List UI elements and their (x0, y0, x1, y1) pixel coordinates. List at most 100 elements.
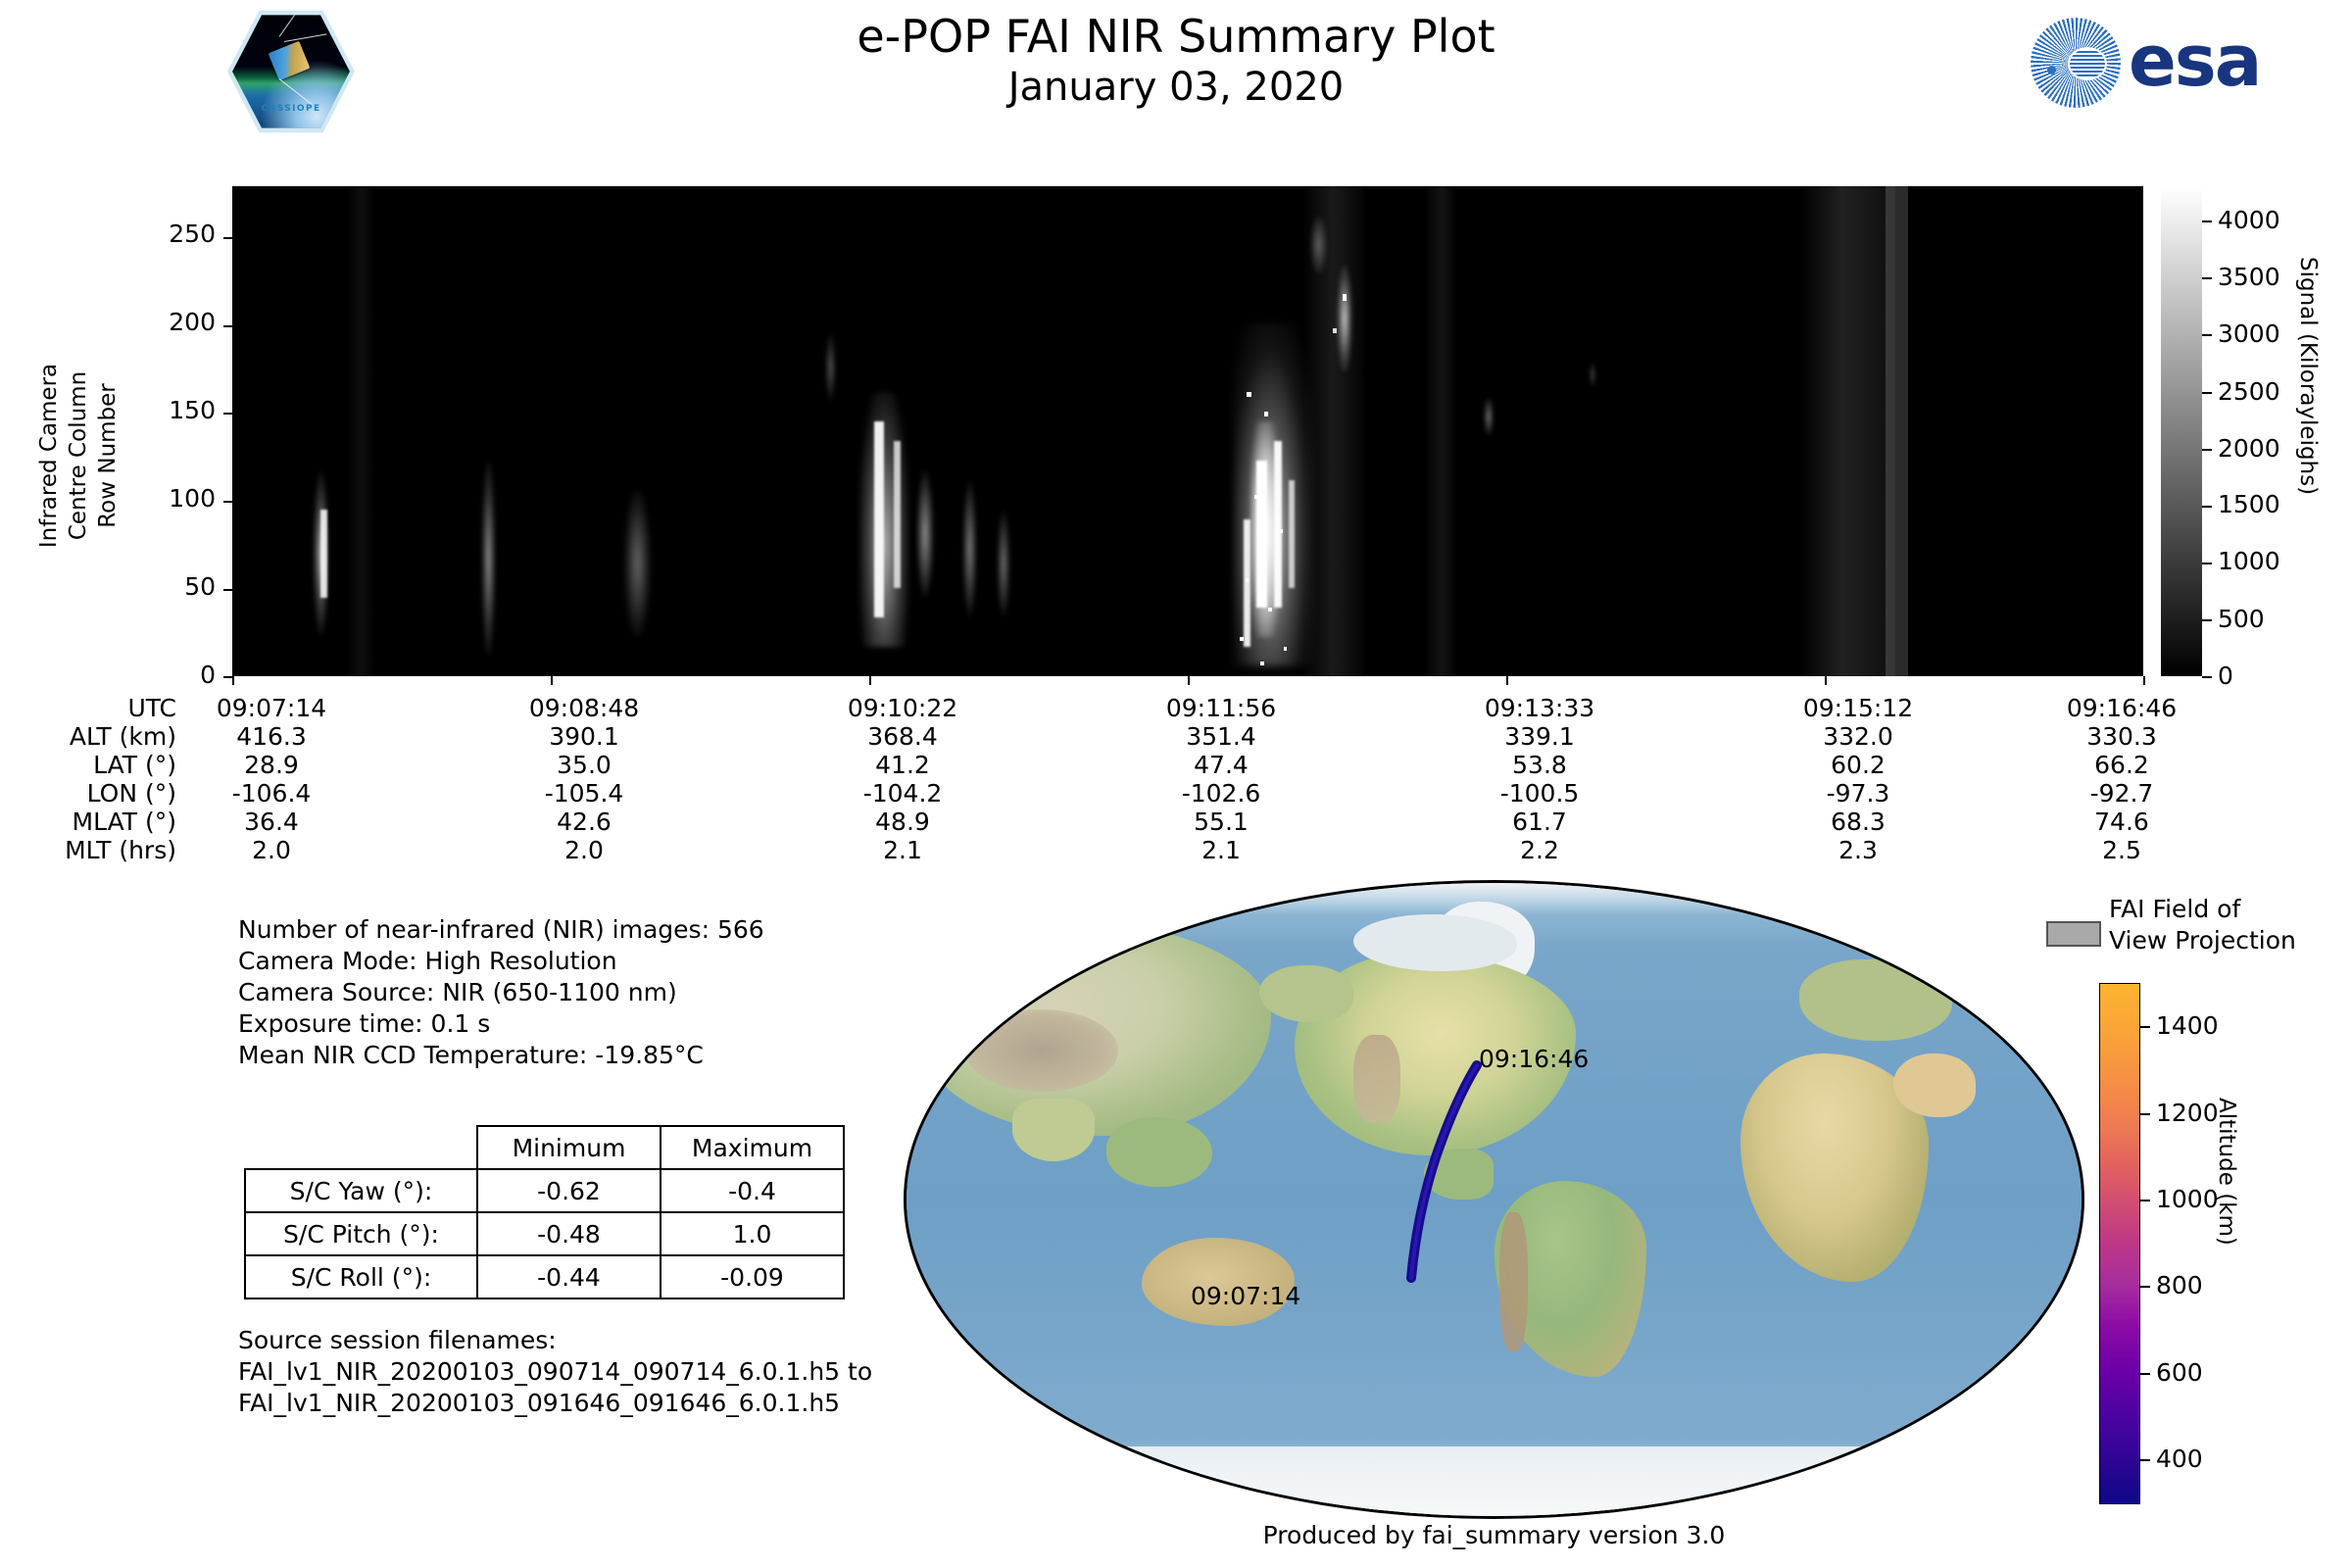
ephemeris-cell: 368.4 (867, 722, 938, 751)
ephemeris-cell: 351.4 (1186, 722, 1256, 751)
attitude-row-label: S/C Yaw (°): (244, 1168, 478, 1213)
ephemeris-cell: 09:11:56 (1165, 694, 1277, 722)
ephemeris-cell: 09:08:48 (528, 694, 640, 722)
andes-mountains (1499, 1211, 1529, 1352)
attitude-row-label: S/C Roll (°): (244, 1254, 478, 1299)
satellite-ground-track (1406, 1060, 1482, 1283)
signal-colorbar-ticks: 0 500 1000 1500 2000 2500 3000 3500 4000 (2161, 186, 2280, 690)
altitude-colorbar (2099, 983, 2140, 1504)
attitude-cell-max: -0.09 (660, 1254, 845, 1299)
keogram-ytick-label: 0 (200, 661, 216, 689)
ephemeris-cell: 47.4 (1194, 751, 1249, 779)
ephemeris-cell: 35.0 (557, 751, 612, 779)
ephemeris-row-label: ALT (km) (69, 722, 176, 751)
ephemeris-cell: 09:16:46 (2066, 694, 2178, 722)
ephemeris-row-mlt: MLT (hrs) 2.0 2.0 2.1 2.1 2.2 2.3 2.5 (0, 836, 2215, 864)
ephemeris-cell: -105.4 (544, 779, 624, 808)
attitude-table: Minimum Maximum S/C Yaw (°): -0.62 -0.4 … (244, 1125, 845, 1299)
signal-colorbar (2161, 186, 2202, 676)
ephemeris-cell: 2.1 (883, 836, 922, 864)
ephemeris-cell: -106.4 (231, 779, 312, 808)
ephemeris-row-label: MLAT (°) (72, 808, 176, 836)
ephemeris-row-alt: ALT (km) 416.3 390.1 368.4 351.4 339.1 3… (0, 722, 2215, 751)
europe-landmass (1799, 958, 1953, 1042)
fov-legend-swatch (2046, 921, 2101, 947)
keogram-plot (223, 186, 2145, 685)
rocky-mountains (1352, 1035, 1400, 1124)
attitude-row-label: S/C Pitch (°): (244, 1211, 478, 1256)
attitude-row-roll: S/C Roll (°): -0.44 -0.09 (244, 1254, 845, 1299)
central-asia-highlands (964, 1009, 1118, 1093)
esa-logo: esa (2031, 18, 2315, 108)
ephemeris-cell: -100.5 (1499, 779, 1580, 808)
keogram-y-axis-title: Infrared Camera Centre Column Row Number (36, 363, 121, 549)
track-end-time-label: 09:16:46 (1479, 1045, 1590, 1073)
attitude-col-header-min: Minimum (476, 1125, 662, 1170)
attitude-col-header-max: Maximum (660, 1125, 845, 1170)
cassiope-logo: CASSIOPE (227, 8, 355, 135)
ephemeris-table: UTC 09:07:14 09:08:48 09:10:22 09:11:56 … (0, 694, 2215, 864)
map-footer-credit: Produced by fai_summary version 3.0 (1262, 1521, 1726, 1549)
ephemeris-cell: 330.3 (2086, 722, 2157, 751)
ephemeris-cell: 66.2 (2094, 751, 2149, 779)
arabia-landmass (1893, 1054, 1977, 1117)
india-landmass (1011, 1098, 1095, 1162)
ephemeris-cell: 2.5 (2102, 836, 2141, 864)
attitude-header-row: Minimum Maximum (245, 1125, 845, 1170)
signal-colorbar-title: Signal (Kilorayleighs) (2295, 257, 2321, 496)
ephemeris-row-label: LON (°) (86, 779, 176, 808)
keogram-ytick-label: 50 (184, 572, 216, 601)
map-projection-area: 09:07:14 09:16:46 (904, 880, 2084, 1519)
attitude-cell-min: -0.48 (476, 1211, 662, 1256)
ephemeris-cell: 53.8 (1512, 751, 1567, 779)
altitude-colorbar-title: Altitude (km) (2214, 1098, 2239, 1246)
ephemeris-cell: 2.3 (1838, 836, 1878, 864)
ephemeris-row-label: UTC (127, 694, 176, 722)
page-title: e-POP FAI NIR Summary Plot (857, 10, 1495, 63)
attitude-cell-max: -0.4 (660, 1168, 845, 1213)
ephemeris-cell: 60.2 (1831, 751, 1886, 779)
ephemeris-cell: 09:15:12 (1802, 694, 1914, 722)
attitude-cell-min: -0.44 (476, 1254, 662, 1299)
ephemeris-cell: -97.3 (1826, 779, 1890, 808)
keogram-ytick-label: 100 (169, 484, 216, 513)
ephemeris-row-mlat: MLAT (°) 36.4 42.6 48.9 55.1 61.7 68.3 7… (0, 808, 2215, 836)
ephemeris-cell: -104.2 (862, 779, 943, 808)
attitude-cell-min: -0.62 (476, 1168, 662, 1213)
ephemeris-cell: 61.7 (1512, 808, 1567, 836)
attitude-row-yaw: S/C Yaw (°): -0.62 -0.4 (244, 1168, 845, 1213)
keogram-ytick-label: 150 (169, 396, 216, 424)
esa-swirl-core-icon (2068, 47, 2107, 80)
ephemeris-cell: -92.7 (2089, 779, 2154, 808)
ephemeris-cell: 2.0 (252, 836, 291, 864)
ephemeris-cell: 2.2 (1520, 836, 1559, 864)
esa-wordmark: esa (2129, 20, 2262, 102)
ephemeris-cell: -102.6 (1181, 779, 1261, 808)
esa-swirl-dot-icon (2047, 66, 2056, 74)
ephemeris-cell: 332.0 (1823, 722, 1893, 751)
ephemeris-row-lat: LAT (°) 28.9 35.0 41.2 47.4 53.8 60.2 66… (0, 751, 2215, 779)
attitude-cell-max: 1.0 (660, 1211, 845, 1256)
page-subtitle: January 03, 2020 (1007, 65, 1345, 110)
ephemeris-cell: 28.9 (244, 751, 299, 779)
southeast-asia-landmass (1105, 1117, 1212, 1188)
ephemeris-row-utc: UTC 09:07:14 09:08:48 09:10:22 09:11:56 … (0, 694, 2215, 722)
ephemeris-cell: 416.3 (236, 722, 307, 751)
antarctica-landmass (906, 1446, 2082, 1516)
ephemeris-cell: 09:07:14 (216, 694, 327, 722)
ephemeris-cell: 2.0 (564, 836, 604, 864)
session-info-text: Number of near-infrared (NIR) images: 56… (238, 915, 764, 1069)
ephemeris-cell: 36.4 (244, 808, 299, 836)
ground-track-map: 09:07:14 09:16:46 (904, 880, 2084, 1519)
track-start-time-label: 09:07:14 (1191, 1282, 1301, 1310)
ephemeris-cell: 2.1 (1201, 836, 1241, 864)
ephemeris-row-label: LAT (°) (93, 751, 176, 779)
arctic-ice-cap (906, 883, 2082, 915)
ephemeris-cell: 48.9 (875, 808, 930, 836)
cassiope-logo-wordmark: CASSIOPE (261, 104, 321, 115)
ephemeris-cell: 390.1 (549, 722, 619, 751)
attitude-row-pitch: S/C Pitch (°): -0.48 1.0 (244, 1211, 845, 1256)
ephemeris-cell: 68.3 (1831, 808, 1886, 836)
ephemeris-row-lon: LON (°) -106.4 -105.4 -104.2 -102.6 -100… (0, 779, 2215, 808)
ephemeris-cell: 339.1 (1504, 722, 1575, 751)
